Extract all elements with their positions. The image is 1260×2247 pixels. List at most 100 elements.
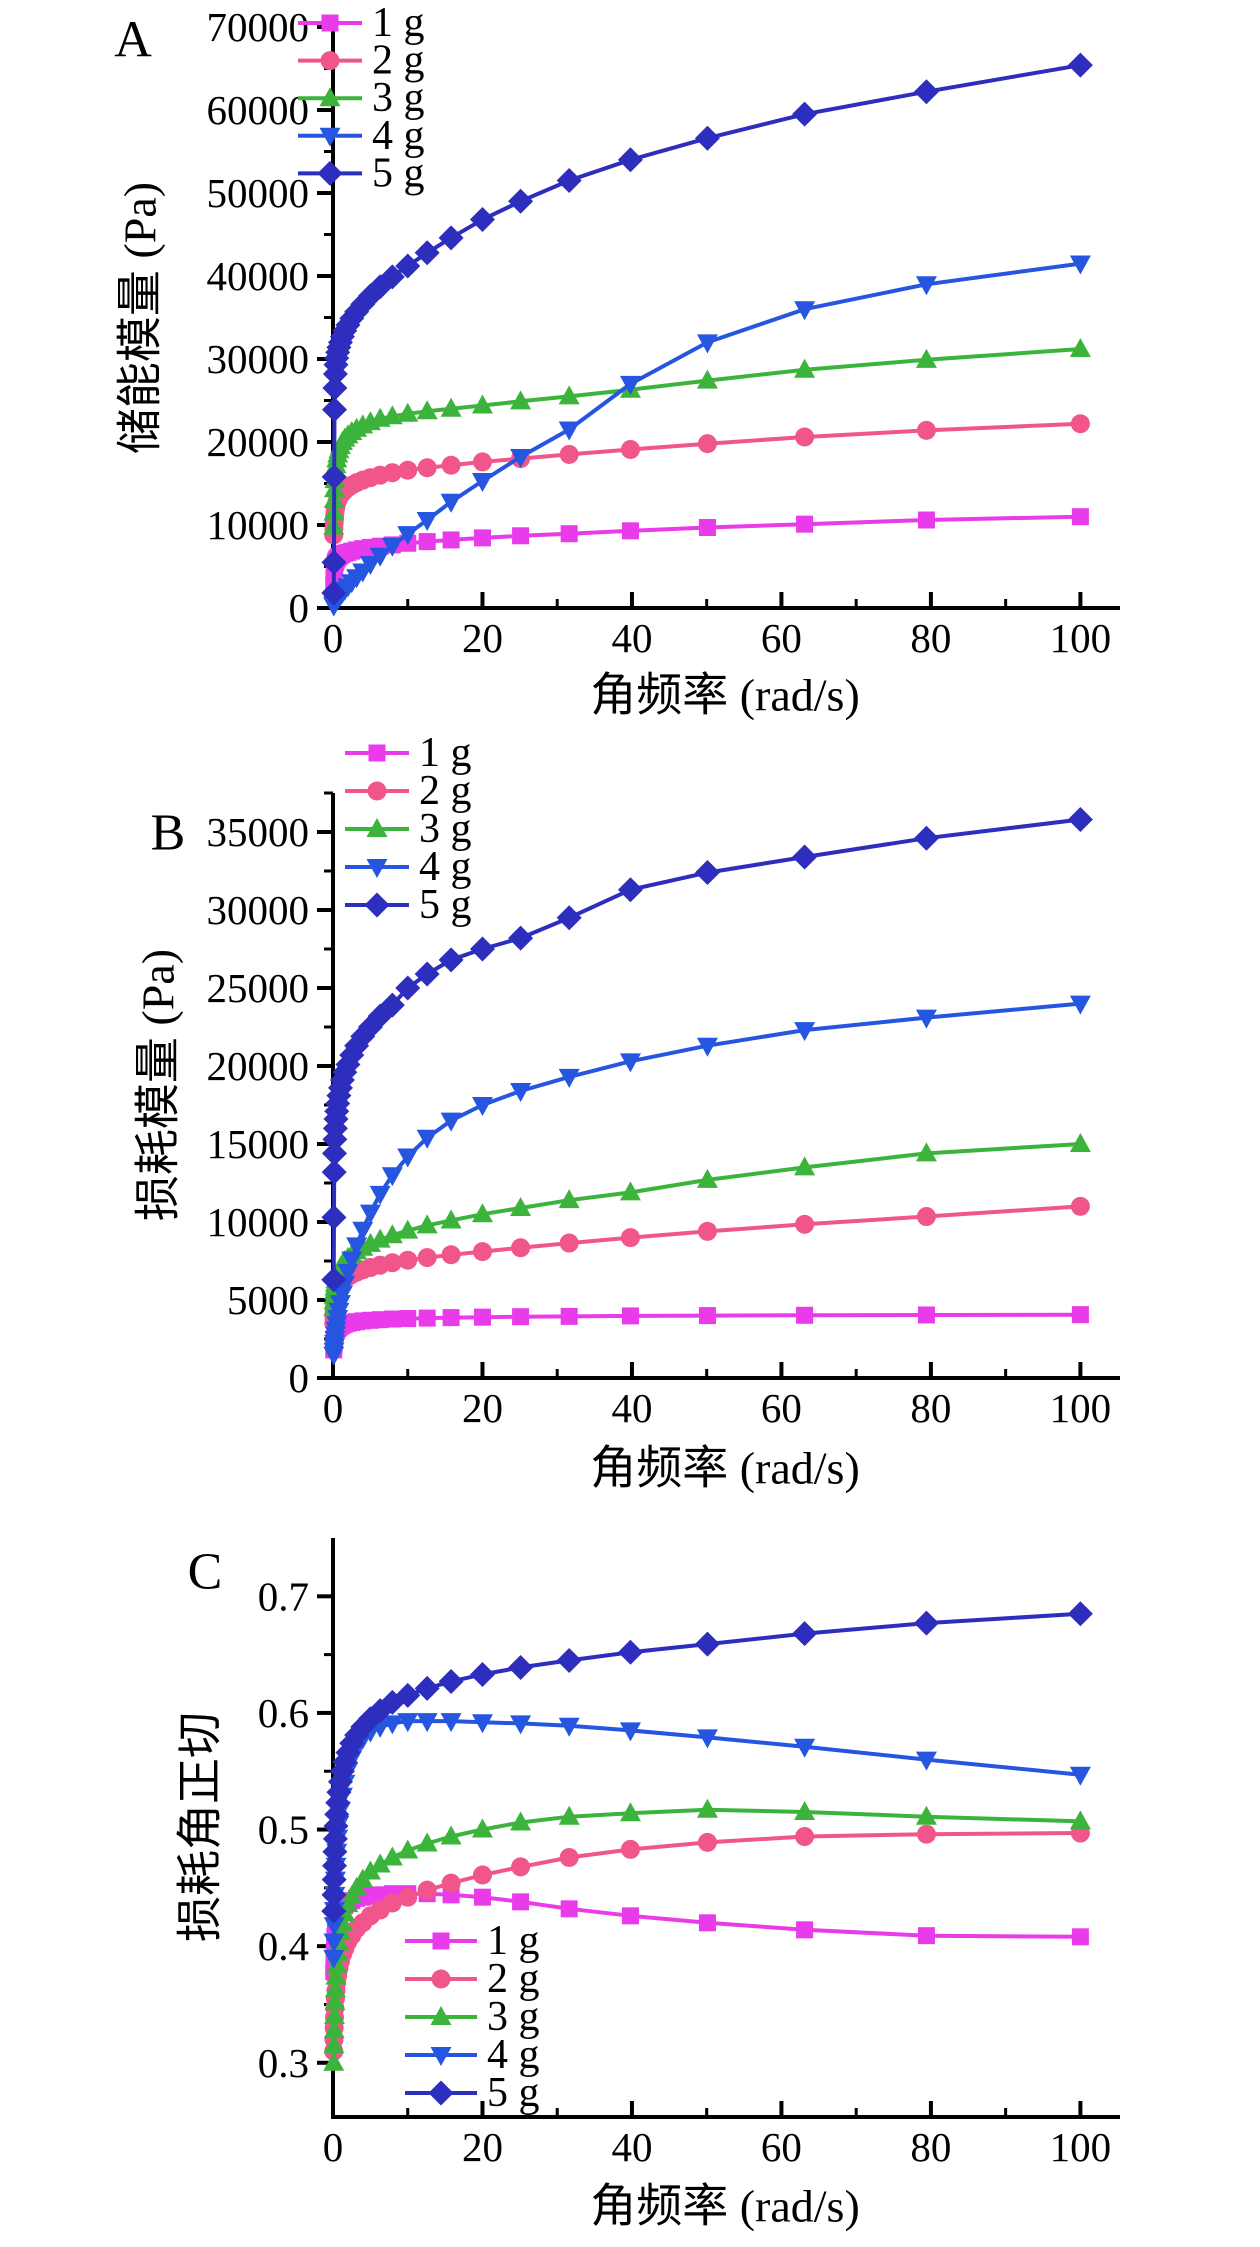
marker-triangle-up (416, 400, 438, 420)
marker-square (418, 1309, 436, 1327)
marker-circle (916, 1207, 936, 1227)
marker-square (399, 1310, 417, 1328)
axis-frame (331, 27, 1120, 610)
marker-triangle-down (381, 1167, 403, 1187)
marker-triangle-up (397, 1219, 419, 1239)
x-tick-label: 20 (462, 615, 503, 661)
marker-triangle-down (471, 1097, 493, 1116)
marker-triangle-down (440, 1112, 462, 1132)
marker-diamond (1067, 52, 1093, 78)
legend-label: 4 g (419, 844, 472, 890)
marker-triangle-down (619, 1722, 641, 1742)
marker-diamond (792, 844, 818, 870)
marker-triangle-up (381, 1846, 403, 1866)
marker-diamond (617, 877, 643, 903)
x-tick-label: 20 (462, 2124, 503, 2170)
marker-triangle-up (381, 405, 403, 425)
marker-square (418, 533, 436, 551)
marker-triangle-up (794, 358, 816, 378)
marker-triangle-up (619, 1802, 641, 1822)
marker-triangle-up (325, 1965, 347, 1985)
marker-square (473, 1308, 491, 1326)
y-tick-label: 0.3 (258, 2040, 309, 2086)
marker-circle (472, 1242, 492, 1262)
marker-circle (620, 439, 640, 459)
x-axis-title: 角频率 (rad/s) (590, 1443, 860, 1494)
marker-triangle-down (471, 473, 493, 493)
marker-diamond (414, 240, 440, 266)
panel-C-loss-tangent: 0.3 0.4 0.5 0.6 0.7 0 20 40 60 80 100 1 g2 g3 g4 g5… (175, 1538, 1120, 2232)
marker-triangle-up (440, 1209, 462, 1229)
marker-triangle-down (794, 301, 816, 321)
y-tick-label: 10000 (207, 502, 310, 548)
marker-triangle-down (323, 1917, 345, 1937)
marker-circle (320, 51, 340, 71)
x-axis-title: 角频率 (rad/s) (590, 2181, 860, 2232)
x-tick-label: 60 (761, 615, 802, 661)
marker-triangle-down (558, 1068, 580, 1088)
marker-square (383, 1310, 401, 1328)
marker-triangle-down (696, 1037, 718, 1057)
marker-triangle-down (328, 1302, 350, 1322)
y-tick-label: 20000 (207, 419, 310, 465)
marker-triangle-up (510, 1811, 532, 1831)
marker-diamond (913, 79, 939, 105)
marker-circle (795, 427, 815, 447)
marker-triangle-down (794, 1022, 816, 1042)
marker-diamond (317, 160, 343, 186)
y-tick-label: 0 (289, 1355, 310, 1401)
marker-triangle-up (323, 2051, 345, 2071)
marker-triangle-up (416, 1832, 438, 1852)
marker-square (432, 1932, 450, 1950)
marker-triangle-up (323, 2019, 345, 2039)
x-tick-label: 100 (1050, 2124, 1112, 2170)
marker-circle (916, 1824, 936, 1844)
marker-diamond (395, 1682, 421, 1708)
marker-diamond (617, 147, 643, 173)
marker-circle (398, 460, 418, 480)
marker-circle (620, 1839, 640, 1859)
marker-diamond (428, 2080, 454, 2106)
marker-circle (472, 1865, 492, 1885)
marker-triangle-up (359, 1860, 381, 1880)
marker-diamond (792, 101, 818, 127)
marker-diamond (321, 1867, 347, 1893)
marker-triangle-up (471, 1818, 493, 1838)
marker-triangle-down (329, 1295, 351, 1315)
marker-circle (511, 1238, 531, 1258)
marker-square (796, 1306, 814, 1324)
marker-diamond (395, 253, 421, 279)
marker-triangle-down (323, 1949, 345, 1969)
marker-square (512, 527, 530, 545)
marker-triangle-down (430, 2047, 452, 2066)
marker-triangle-up (324, 1991, 346, 2011)
x-tick-label: 80 (910, 2124, 951, 2170)
legend-label: 2 g (487, 1956, 540, 2002)
marker-circle (472, 452, 492, 472)
marker-square (321, 14, 339, 32)
marker-square (560, 525, 578, 543)
y-tick-label: 5000 (227, 1277, 309, 1323)
x-tick-label: 0 (323, 615, 344, 661)
marker-triangle-up (323, 2005, 345, 2025)
marker-diamond (414, 961, 440, 987)
marker-triangle-down (696, 334, 718, 354)
marker-diamond (694, 1631, 720, 1657)
y-tick-label: 0 (289, 585, 310, 631)
marker-circle (559, 444, 579, 464)
y-axis-title: 储能模量 (Pa) (115, 182, 166, 454)
marker-triangle-up (397, 402, 419, 422)
marker-triangle-up (324, 1978, 346, 1998)
marker-diamond (438, 947, 464, 973)
y-tick-label: 0.6 (258, 1690, 309, 1736)
x-tick-label: 80 (910, 615, 951, 661)
marker-triangle-up (471, 394, 493, 414)
marker-diamond (469, 207, 495, 233)
marker-square (512, 1893, 530, 1911)
marker-triangle-down (397, 1713, 419, 1733)
legend-label: 3 g (487, 1994, 540, 2040)
marker-diamond (321, 397, 347, 423)
marker-square (621, 1307, 639, 1325)
x-tick-label: 20 (462, 1385, 503, 1431)
marker-triangle-down (440, 1713, 462, 1733)
